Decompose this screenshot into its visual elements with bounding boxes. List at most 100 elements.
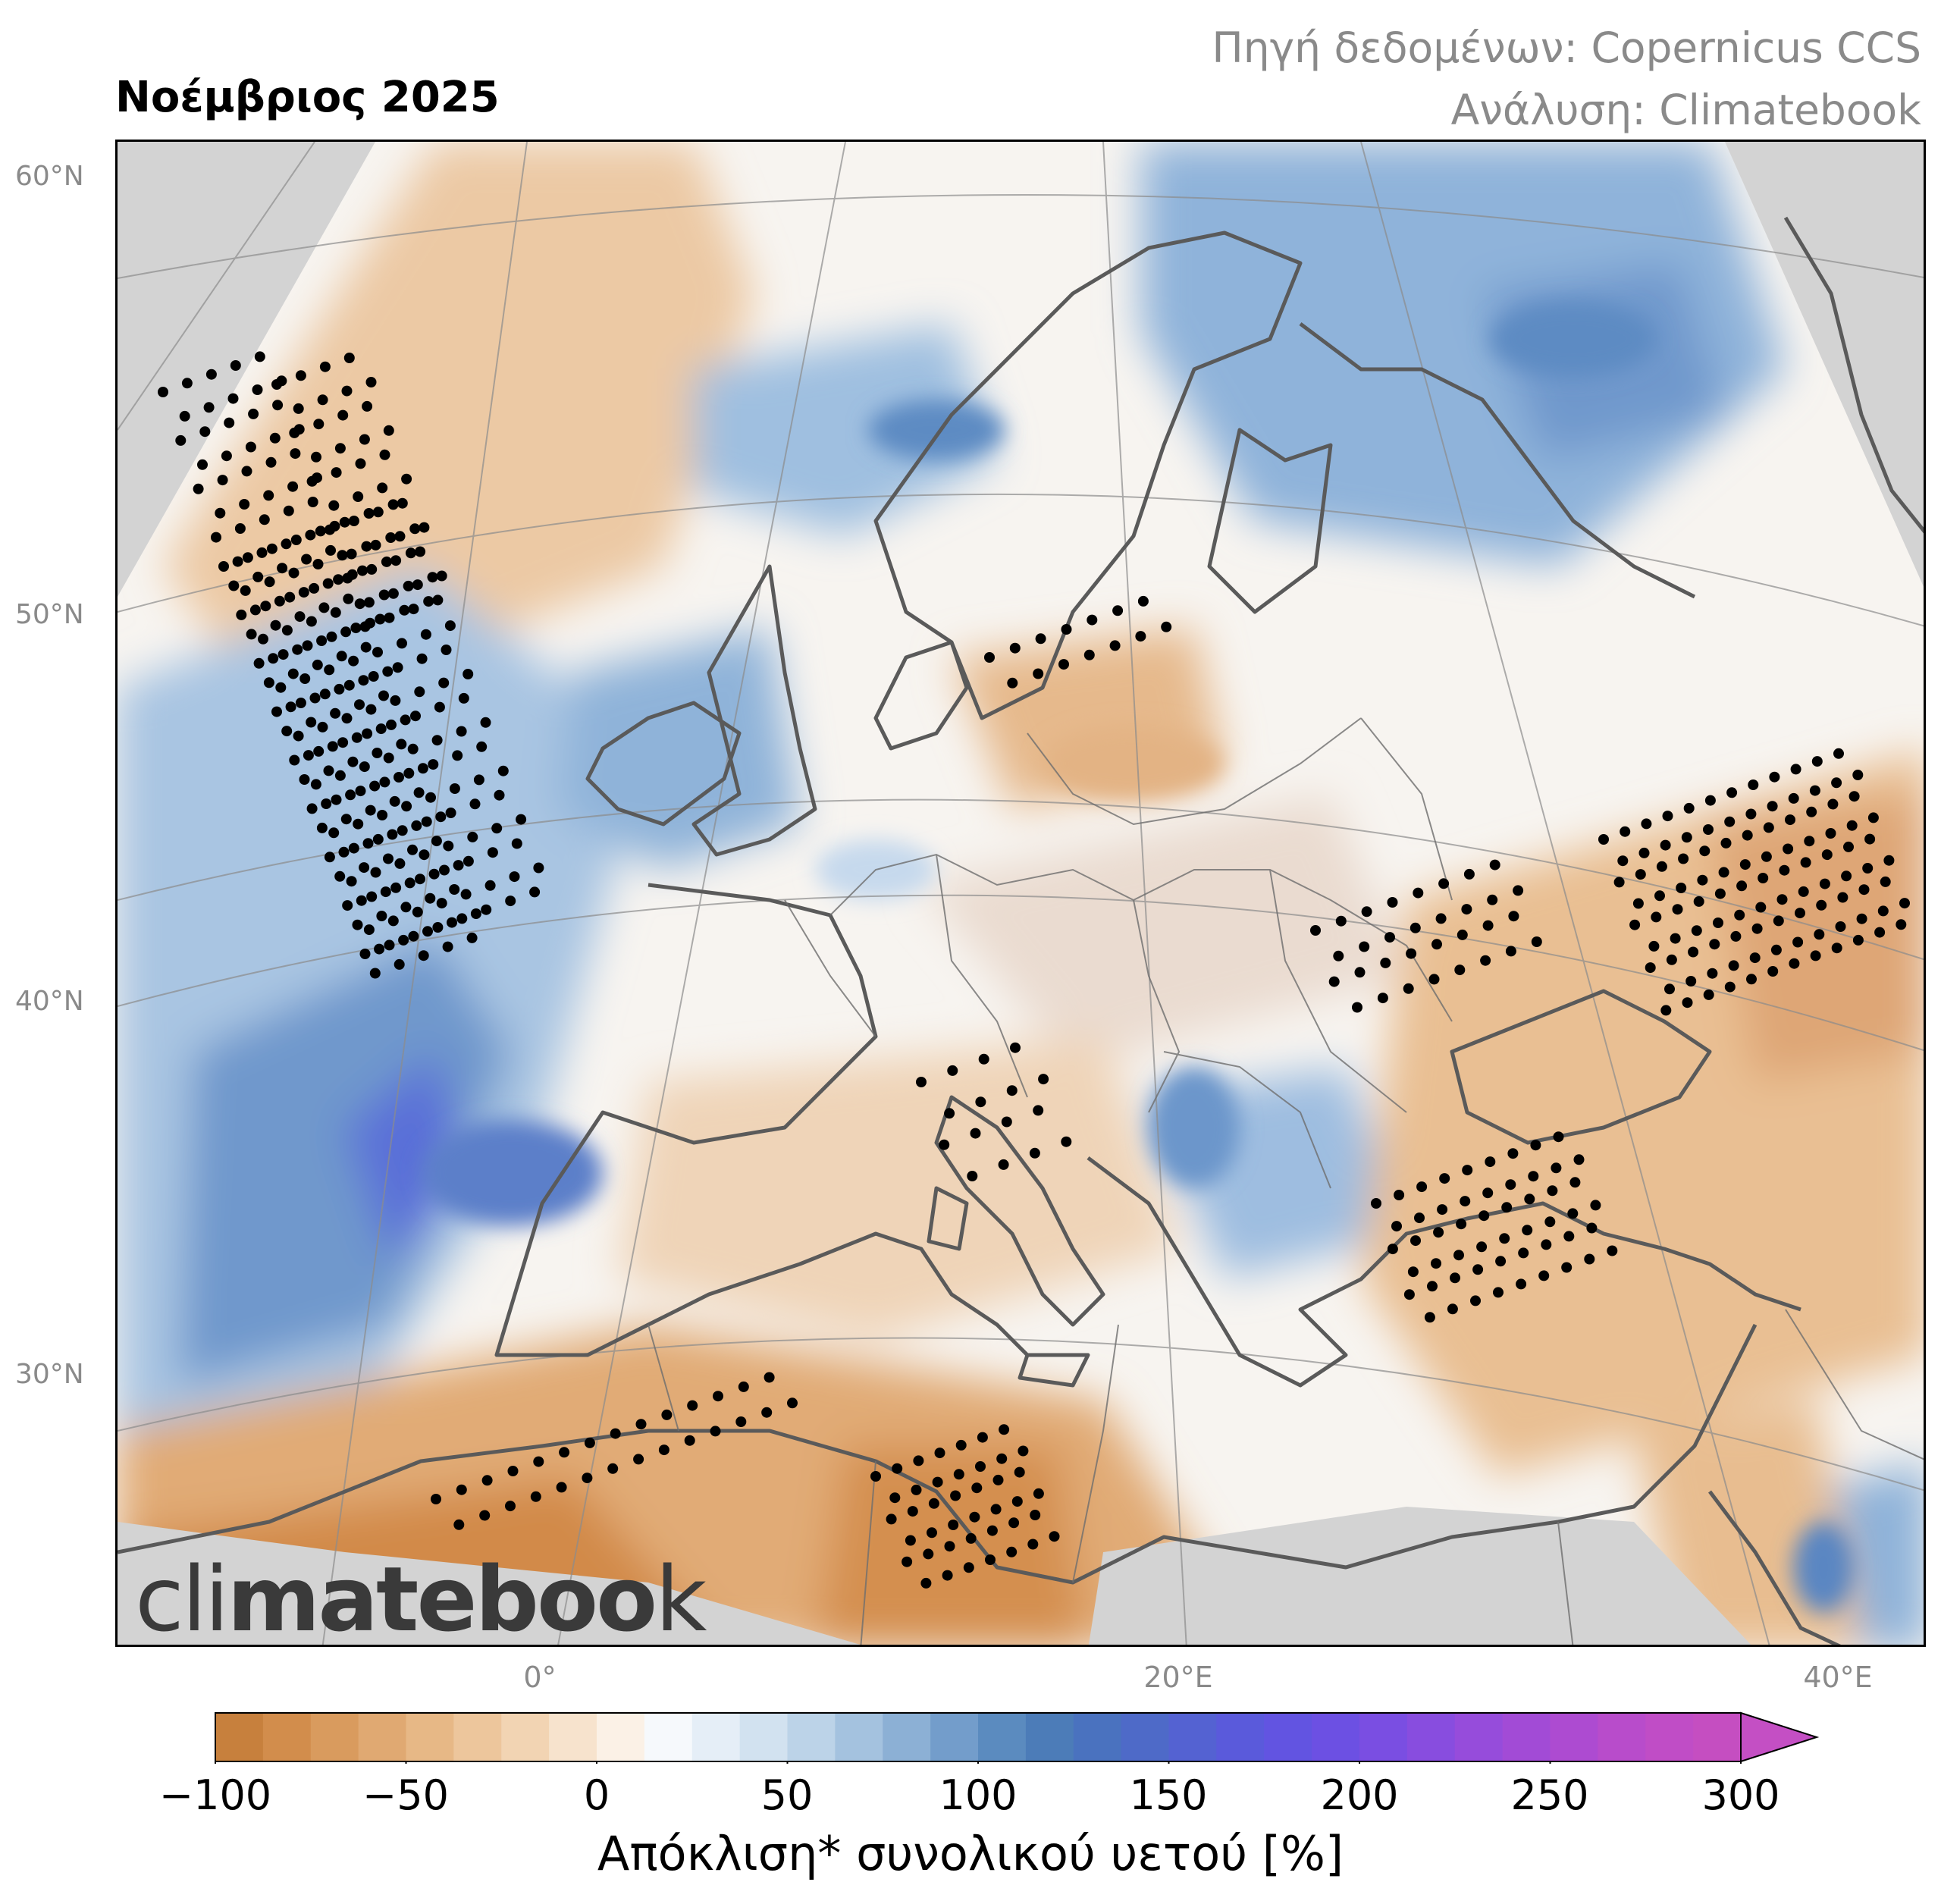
significance-dot (453, 860, 464, 871)
significance-dot (1530, 1140, 1541, 1151)
significance-dot (1387, 1244, 1398, 1255)
significance-dot (432, 922, 444, 933)
significance-dot (420, 629, 431, 640)
graticule (118, 142, 1924, 1645)
significance-dot (1720, 837, 1732, 848)
significance-dot (254, 351, 265, 362)
significance-dot (376, 911, 387, 921)
significance-dot (258, 633, 268, 645)
significance-dot (236, 609, 247, 620)
significance-dot (319, 361, 331, 372)
significance-dot (355, 786, 366, 797)
significance-dot (965, 1532, 977, 1544)
significance-dot (347, 756, 359, 767)
significance-dot (370, 867, 381, 878)
significance-dot (1699, 845, 1711, 857)
significance-dot (394, 531, 406, 542)
significance-dot (1033, 668, 1044, 679)
significance-dot (342, 900, 353, 911)
significance-dot (1788, 792, 1799, 804)
significance-dot (1846, 820, 1858, 831)
significance-dot (447, 917, 457, 928)
significance-dot (1029, 1147, 1040, 1159)
significance-dot (449, 783, 460, 794)
significance-dot (232, 556, 243, 567)
significance-dot (348, 655, 359, 667)
significance-dot (1487, 894, 1498, 905)
significance-dot (1748, 779, 1759, 790)
significance-dot (1681, 832, 1692, 843)
significance-dot (436, 570, 447, 582)
significance-dot (281, 625, 293, 636)
significance-dot (1745, 808, 1757, 820)
significance-dot (1697, 874, 1708, 886)
significance-dot (923, 1548, 934, 1560)
significance-dot (285, 701, 296, 713)
colorbar-segment (787, 1713, 836, 1761)
significance-dot (419, 522, 430, 533)
significance-dot (330, 607, 341, 618)
significance-dot (1414, 1212, 1425, 1224)
significance-dot (1531, 936, 1542, 947)
significance-dot (325, 524, 335, 535)
significance-dot (1736, 880, 1748, 892)
significance-dot (466, 932, 478, 943)
significance-dot (385, 532, 397, 543)
significance-dot (443, 840, 454, 852)
significance-dot (328, 500, 340, 511)
significance-dot (1810, 950, 1821, 961)
significance-dot (397, 638, 407, 649)
significance-dot (1359, 941, 1370, 952)
significance-dot (1598, 834, 1609, 845)
significance-dot (1435, 913, 1447, 924)
significance-dot (1856, 913, 1867, 924)
colorbar-segment (453, 1713, 502, 1761)
significance-dot (913, 1455, 924, 1466)
coast-ireland (585, 701, 742, 827)
significance-dot (1352, 1002, 1362, 1013)
significance-dot (1670, 933, 1681, 944)
significance-dot (1049, 1531, 1060, 1542)
significance-dot (263, 490, 274, 501)
significance-dot (1027, 1539, 1039, 1550)
significance-dot (366, 891, 378, 902)
significance-dot (1333, 950, 1344, 961)
significance-dot (197, 459, 208, 470)
significance-dot (1087, 614, 1098, 626)
colorbar-segment (739, 1713, 789, 1761)
significance-dot (337, 409, 349, 421)
significance-dot (1460, 1196, 1471, 1207)
significance-dot (390, 695, 401, 706)
significance-dot (934, 1448, 945, 1459)
significance-dot (317, 721, 328, 732)
significance-dot (1482, 920, 1494, 931)
significance-dot (1518, 1247, 1529, 1259)
significance-dot (331, 794, 342, 805)
significance-dot (1544, 1216, 1556, 1228)
colorbar-segment (978, 1713, 1027, 1761)
significance-dot (334, 870, 346, 882)
significance-dot (337, 737, 349, 748)
significance-dot (1499, 1233, 1510, 1244)
lon-label-0: 0° (523, 1661, 557, 1694)
significance-dot (366, 563, 378, 575)
data-source-line: Πηγή δεδομένων: Copernicus CCS (1212, 24, 1921, 72)
significance-dot (221, 450, 232, 462)
significance-dot (1691, 925, 1702, 936)
significance-dot (1617, 855, 1629, 867)
significance-dot (259, 514, 270, 525)
map-canvas (118, 142, 1924, 1645)
significance-dot (390, 882, 402, 893)
colorbar-segment (883, 1713, 931, 1761)
significance-dot (977, 1432, 988, 1443)
significance-dot (387, 588, 399, 599)
colorbar-tick: 200 (1320, 1771, 1399, 1819)
colorbar-segment (597, 1713, 645, 1761)
significance-dot (397, 825, 408, 836)
colorbar-segment (1216, 1713, 1265, 1761)
significance-dot (1785, 814, 1795, 826)
significance-dot (1848, 791, 1860, 802)
significance-dot (427, 572, 438, 583)
significance-dot (234, 523, 246, 534)
significance-dot (400, 902, 412, 913)
